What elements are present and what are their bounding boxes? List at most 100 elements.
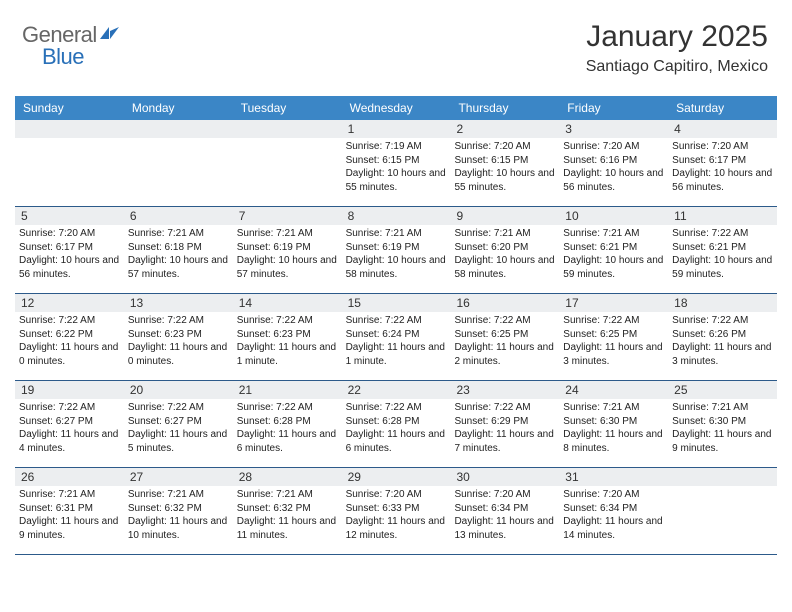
- day-cell: [233, 120, 342, 206]
- day-details: Sunrise: 7:22 AMSunset: 6:23 PMDaylight:…: [233, 312, 342, 372]
- day-number: 25: [668, 381, 777, 399]
- day-details: Sunrise: 7:21 AMSunset: 6:19 PMDaylight:…: [233, 225, 342, 285]
- day-details: Sunrise: 7:22 AMSunset: 6:21 PMDaylight:…: [668, 225, 777, 285]
- day-number: 19: [15, 381, 124, 399]
- logo-blue-row: Blue: [42, 44, 84, 70]
- day-number: 2: [450, 120, 559, 138]
- day-details: Sunrise: 7:20 AMSunset: 6:33 PMDaylight:…: [342, 486, 451, 546]
- day-number: 3: [559, 120, 668, 138]
- day-details: Sunrise: 7:20 AMSunset: 6:15 PMDaylight:…: [450, 138, 559, 198]
- day-number: 18: [668, 294, 777, 312]
- day-cell: 18Sunrise: 7:22 AMSunset: 6:26 PMDayligh…: [668, 294, 777, 380]
- day-cell: 6Sunrise: 7:21 AMSunset: 6:18 PMDaylight…: [124, 207, 233, 293]
- day-cell: 2Sunrise: 7:20 AMSunset: 6:15 PMDaylight…: [450, 120, 559, 206]
- day-details: Sunrise: 7:20 AMSunset: 6:34 PMDaylight:…: [559, 486, 668, 546]
- day-number: 6: [124, 207, 233, 225]
- day-cell: 9Sunrise: 7:21 AMSunset: 6:20 PMDaylight…: [450, 207, 559, 293]
- day-header-tuesday: Tuesday: [233, 96, 342, 120]
- day-details: Sunrise: 7:21 AMSunset: 6:30 PMDaylight:…: [559, 399, 668, 459]
- day-number: 13: [124, 294, 233, 312]
- logo-flag-icon: [99, 25, 121, 46]
- day-details: Sunrise: 7:21 AMSunset: 6:30 PMDaylight:…: [668, 399, 777, 459]
- day-number: 17: [559, 294, 668, 312]
- day-details: Sunrise: 7:22 AMSunset: 6:27 PMDaylight:…: [124, 399, 233, 459]
- day-number: 7: [233, 207, 342, 225]
- day-details: Sunrise: 7:22 AMSunset: 6:26 PMDaylight:…: [668, 312, 777, 372]
- day-cell: 4Sunrise: 7:20 AMSunset: 6:17 PMDaylight…: [668, 120, 777, 206]
- day-details: Sunrise: 7:21 AMSunset: 6:32 PMDaylight:…: [124, 486, 233, 546]
- day-details: Sunrise: 7:22 AMSunset: 6:24 PMDaylight:…: [342, 312, 451, 372]
- weeks-container: 1Sunrise: 7:19 AMSunset: 6:15 PMDaylight…: [15, 120, 777, 555]
- day-cell: 15Sunrise: 7:22 AMSunset: 6:24 PMDayligh…: [342, 294, 451, 380]
- day-cell: 3Sunrise: 7:20 AMSunset: 6:16 PMDaylight…: [559, 120, 668, 206]
- day-details: Sunrise: 7:21 AMSunset: 6:31 PMDaylight:…: [15, 486, 124, 546]
- day-cell: [124, 120, 233, 206]
- day-cell: 5Sunrise: 7:20 AMSunset: 6:17 PMDaylight…: [15, 207, 124, 293]
- week-row: 1Sunrise: 7:19 AMSunset: 6:15 PMDaylight…: [15, 120, 777, 207]
- day-header-thursday: Thursday: [450, 96, 559, 120]
- day-number: 1: [342, 120, 451, 138]
- location-text: Santiago Capitiro, Mexico: [586, 58, 768, 76]
- day-header-monday: Monday: [124, 96, 233, 120]
- day-cell: 19Sunrise: 7:22 AMSunset: 6:27 PMDayligh…: [15, 381, 124, 467]
- day-cell: 1Sunrise: 7:19 AMSunset: 6:15 PMDaylight…: [342, 120, 451, 206]
- day-number: 31: [559, 468, 668, 486]
- day-details: Sunrise: 7:22 AMSunset: 6:22 PMDaylight:…: [15, 312, 124, 372]
- day-cell: 27Sunrise: 7:21 AMSunset: 6:32 PMDayligh…: [124, 468, 233, 554]
- day-cell: 23Sunrise: 7:22 AMSunset: 6:29 PMDayligh…: [450, 381, 559, 467]
- day-cell: 29Sunrise: 7:20 AMSunset: 6:33 PMDayligh…: [342, 468, 451, 554]
- day-cell: 8Sunrise: 7:21 AMSunset: 6:19 PMDaylight…: [342, 207, 451, 293]
- day-number: 28: [233, 468, 342, 486]
- day-number: 30: [450, 468, 559, 486]
- day-details: Sunrise: 7:21 AMSunset: 6:18 PMDaylight:…: [124, 225, 233, 285]
- day-cell: 28Sunrise: 7:21 AMSunset: 6:32 PMDayligh…: [233, 468, 342, 554]
- day-details: Sunrise: 7:22 AMSunset: 6:25 PMDaylight:…: [559, 312, 668, 372]
- day-cell: 11Sunrise: 7:22 AMSunset: 6:21 PMDayligh…: [668, 207, 777, 293]
- day-cell: 30Sunrise: 7:20 AMSunset: 6:34 PMDayligh…: [450, 468, 559, 554]
- day-cell: 25Sunrise: 7:21 AMSunset: 6:30 PMDayligh…: [668, 381, 777, 467]
- day-number: 11: [668, 207, 777, 225]
- day-number: 10: [559, 207, 668, 225]
- day-number: 26: [15, 468, 124, 486]
- day-number: 15: [342, 294, 451, 312]
- day-number: 27: [124, 468, 233, 486]
- day-cell: 24Sunrise: 7:21 AMSunset: 6:30 PMDayligh…: [559, 381, 668, 467]
- day-number: 16: [450, 294, 559, 312]
- day-number: 14: [233, 294, 342, 312]
- week-row: 5Sunrise: 7:20 AMSunset: 6:17 PMDaylight…: [15, 207, 777, 294]
- month-title: January 2025: [586, 20, 768, 54]
- day-header-friday: Friday: [559, 96, 668, 120]
- day-number: 20: [124, 381, 233, 399]
- day-cell: 26Sunrise: 7:21 AMSunset: 6:31 PMDayligh…: [15, 468, 124, 554]
- day-number: 8: [342, 207, 451, 225]
- day-number: 23: [450, 381, 559, 399]
- day-details: Sunrise: 7:20 AMSunset: 6:34 PMDaylight:…: [450, 486, 559, 546]
- day-number: 4: [668, 120, 777, 138]
- day-details: Sunrise: 7:20 AMSunset: 6:17 PMDaylight:…: [668, 138, 777, 198]
- day-cell: 20Sunrise: 7:22 AMSunset: 6:27 PMDayligh…: [124, 381, 233, 467]
- day-cell: [15, 120, 124, 206]
- day-number: [15, 120, 124, 138]
- day-header-row: SundayMondayTuesdayWednesdayThursdayFrid…: [15, 96, 777, 120]
- day-details: Sunrise: 7:20 AMSunset: 6:16 PMDaylight:…: [559, 138, 668, 198]
- day-details: Sunrise: 7:19 AMSunset: 6:15 PMDaylight:…: [342, 138, 451, 198]
- day-details: Sunrise: 7:21 AMSunset: 6:21 PMDaylight:…: [559, 225, 668, 285]
- day-number: 22: [342, 381, 451, 399]
- day-number: [233, 120, 342, 138]
- day-cell: [668, 468, 777, 554]
- day-cell: 13Sunrise: 7:22 AMSunset: 6:23 PMDayligh…: [124, 294, 233, 380]
- day-details: Sunrise: 7:22 AMSunset: 6:29 PMDaylight:…: [450, 399, 559, 459]
- day-header-wednesday: Wednesday: [342, 96, 451, 120]
- day-number: [668, 468, 777, 486]
- week-row: 19Sunrise: 7:22 AMSunset: 6:27 PMDayligh…: [15, 381, 777, 468]
- day-number: 12: [15, 294, 124, 312]
- day-number: 24: [559, 381, 668, 399]
- day-cell: 31Sunrise: 7:20 AMSunset: 6:34 PMDayligh…: [559, 468, 668, 554]
- day-cell: 14Sunrise: 7:22 AMSunset: 6:23 PMDayligh…: [233, 294, 342, 380]
- day-number: [124, 120, 233, 138]
- day-cell: 12Sunrise: 7:22 AMSunset: 6:22 PMDayligh…: [15, 294, 124, 380]
- week-row: 26Sunrise: 7:21 AMSunset: 6:31 PMDayligh…: [15, 468, 777, 555]
- day-details: Sunrise: 7:21 AMSunset: 6:20 PMDaylight:…: [450, 225, 559, 285]
- day-number: 21: [233, 381, 342, 399]
- day-details: Sunrise: 7:20 AMSunset: 6:17 PMDaylight:…: [15, 225, 124, 285]
